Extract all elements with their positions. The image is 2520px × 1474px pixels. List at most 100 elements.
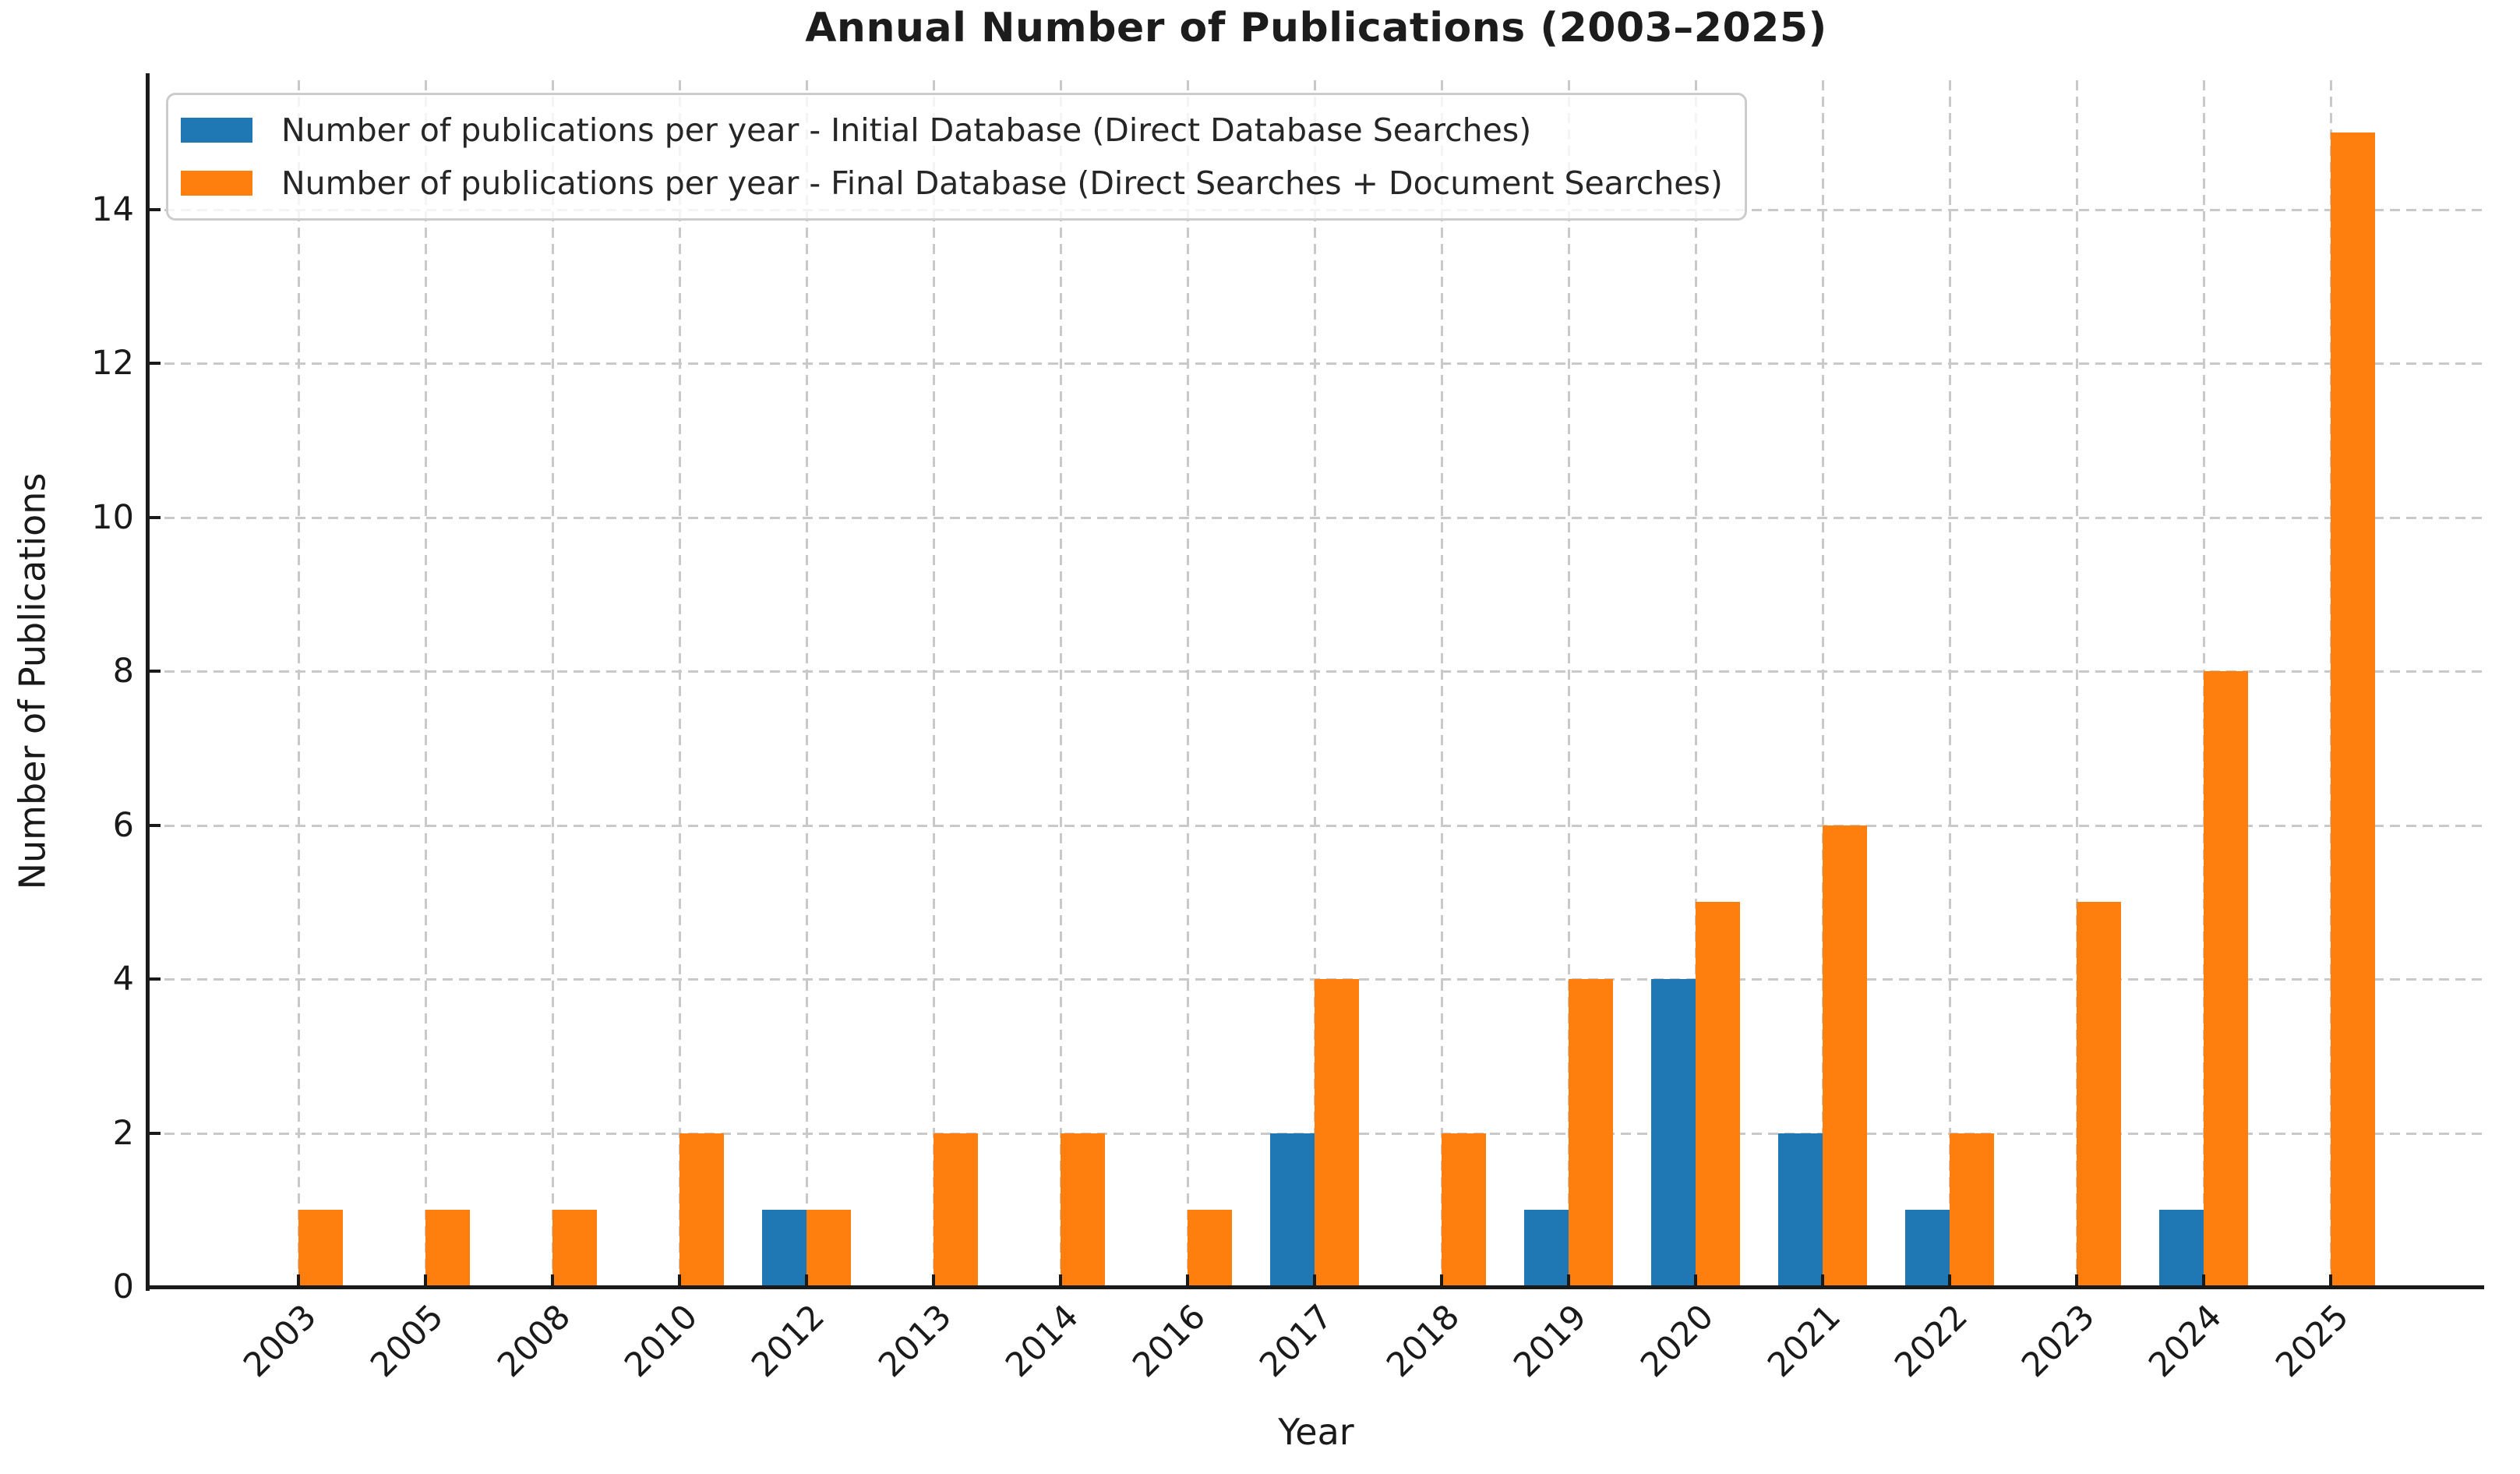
x-axis-spine: [146, 1285, 2484, 1289]
x-gridline-2003: [298, 75, 300, 1285]
x-gridline-2012: [806, 75, 808, 1285]
x-tick-label-text-2021: 2021: [1759, 1297, 1848, 1385]
x-tick-2021: [1821, 1274, 1824, 1285]
x-tick-2012: [805, 1274, 808, 1285]
bar-final-2012: [806, 1210, 851, 1285]
bar-initial-2017: [1270, 1133, 1315, 1285]
y-tick-8: [150, 670, 161, 673]
x-gridline-2013: [933, 75, 935, 1285]
y-gridline-8: [148, 670, 2484, 673]
x-tick-label-text-2025: 2025: [2268, 1297, 2356, 1385]
x-tick-label-text-2012: 2012: [743, 1297, 832, 1385]
x-tick-2017: [1313, 1274, 1316, 1285]
bar-initial-2019: [1524, 1210, 1569, 1285]
x-tick-2016: [1186, 1274, 1189, 1285]
x-tick-label-text-2019: 2019: [1505, 1297, 1594, 1385]
x-tick-label-text-2017: 2017: [1251, 1297, 1340, 1385]
x-tick-2010: [678, 1274, 681, 1285]
y-gridline-6: [148, 824, 2484, 827]
bar-final-2010: [679, 1133, 724, 1285]
x-gridline-2014: [1060, 75, 1062, 1285]
x-tick-label-text-2005: 2005: [362, 1297, 451, 1385]
x-tick-label-text-2016: 2016: [1124, 1297, 1213, 1385]
bar-final-2008: [552, 1210, 597, 1285]
x-gridline-2020: [1695, 75, 1697, 1285]
bar-final-2025: [2331, 133, 2375, 1285]
y-tick-label-6: 6: [112, 805, 134, 845]
x-tick-2003: [297, 1274, 300, 1285]
x-gridline-2017: [1314, 75, 1316, 1285]
x-tick-2013: [932, 1274, 935, 1285]
y-tick-label-2: 2: [112, 1113, 134, 1153]
x-tick-label-text-2024: 2024: [2141, 1297, 2229, 1385]
bar-final-2016: [1188, 1210, 1232, 1285]
x-tick-label-text-2010: 2010: [616, 1297, 705, 1385]
y-tick-4: [150, 977, 161, 981]
legend-swatch-icon: [181, 171, 252, 196]
y-tick-label-8: 8: [112, 652, 134, 691]
bar-final-2005: [425, 1210, 470, 1285]
bar-final-2023: [2077, 902, 2121, 1285]
y-tick-label-4: 4: [112, 960, 134, 999]
legend-label: Number of publications per year - Initia…: [281, 111, 1532, 149]
y-tick-2: [150, 1131, 161, 1135]
legend-row-final: Number of publications per year - Final …: [181, 159, 1723, 207]
y-axis-spine: [146, 73, 150, 1291]
x-tick-label-text-2014: 2014: [997, 1297, 1086, 1385]
x-tick-2019: [1567, 1274, 1570, 1285]
x-gridline-2016: [1187, 75, 1189, 1285]
x-tick-label-text-2022: 2022: [1886, 1297, 1975, 1385]
y-tick-0: [150, 1285, 161, 1288]
chart-title: Annual Number of Publications (2003–2025…: [805, 5, 1827, 51]
y-tick-6: [150, 823, 161, 827]
x-tick-label-text-2020: 2020: [1632, 1297, 1721, 1385]
y-tick-10: [150, 515, 161, 519]
bar-final-2020: [1696, 902, 1740, 1285]
x-tick-2023: [2075, 1274, 2078, 1285]
bar-final-2013: [934, 1133, 978, 1285]
bar-final-2017: [1315, 979, 1359, 1285]
y-tick-12: [150, 362, 161, 366]
x-tick-2005: [424, 1274, 427, 1285]
x-tick-label-text-2008: 2008: [489, 1297, 578, 1385]
x-tick-2014: [1059, 1274, 1062, 1285]
bar-final-2003: [298, 1210, 343, 1285]
legend: Number of publications per year - Initia…: [166, 93, 1747, 221]
x-gridline-2005: [425, 75, 427, 1285]
bar-initial-2012: [762, 1210, 806, 1285]
x-gridline-2008: [552, 75, 554, 1285]
x-gridline-2010: [679, 75, 681, 1285]
x-gridline-2018: [1441, 75, 1443, 1285]
y-tick-label-12: 12: [91, 344, 134, 384]
y-tick-label-10: 10: [91, 497, 134, 537]
bar-final-2018: [1442, 1133, 1486, 1285]
bar-initial-2022: [1905, 1210, 1950, 1285]
bar-final-2019: [1569, 979, 1613, 1285]
x-tick-label-text-2023: 2023: [2014, 1297, 2102, 1385]
x-tick-2022: [1948, 1274, 1951, 1285]
bar-final-2022: [1950, 1133, 1994, 1285]
x-tick-2025: [2329, 1274, 2332, 1285]
x-axis-label: Year: [1278, 1411, 1354, 1453]
x-gridline-2022: [1949, 75, 1951, 1285]
bar-initial-2020: [1651, 979, 1696, 1285]
x-tick-2024: [2202, 1274, 2205, 1285]
x-gridline-2023: [2076, 75, 2078, 1285]
y-gridline-12: [148, 362, 2484, 366]
legend-row-initial: Number of publications per year - Initia…: [181, 106, 1723, 154]
legend-swatch-icon: [181, 118, 252, 143]
bar-final-2024: [2204, 671, 2248, 1285]
y-tick-14: [150, 207, 161, 211]
y-gridline-10: [148, 516, 2484, 519]
x-tick-2018: [1440, 1274, 1443, 1285]
y-tick-label-14: 14: [91, 189, 134, 229]
bar-final-2014: [1061, 1133, 1105, 1285]
bar-initial-2021: [1778, 1133, 1823, 1285]
x-tick-label-text-2013: 2013: [870, 1297, 959, 1385]
x-gridline-2019: [1568, 75, 1570, 1285]
legend-label: Number of publications per year - Final …: [281, 164, 1723, 202]
x-tick-label-text-2018: 2018: [1378, 1297, 1467, 1385]
x-tick-label-text-2003: 2003: [235, 1297, 324, 1385]
